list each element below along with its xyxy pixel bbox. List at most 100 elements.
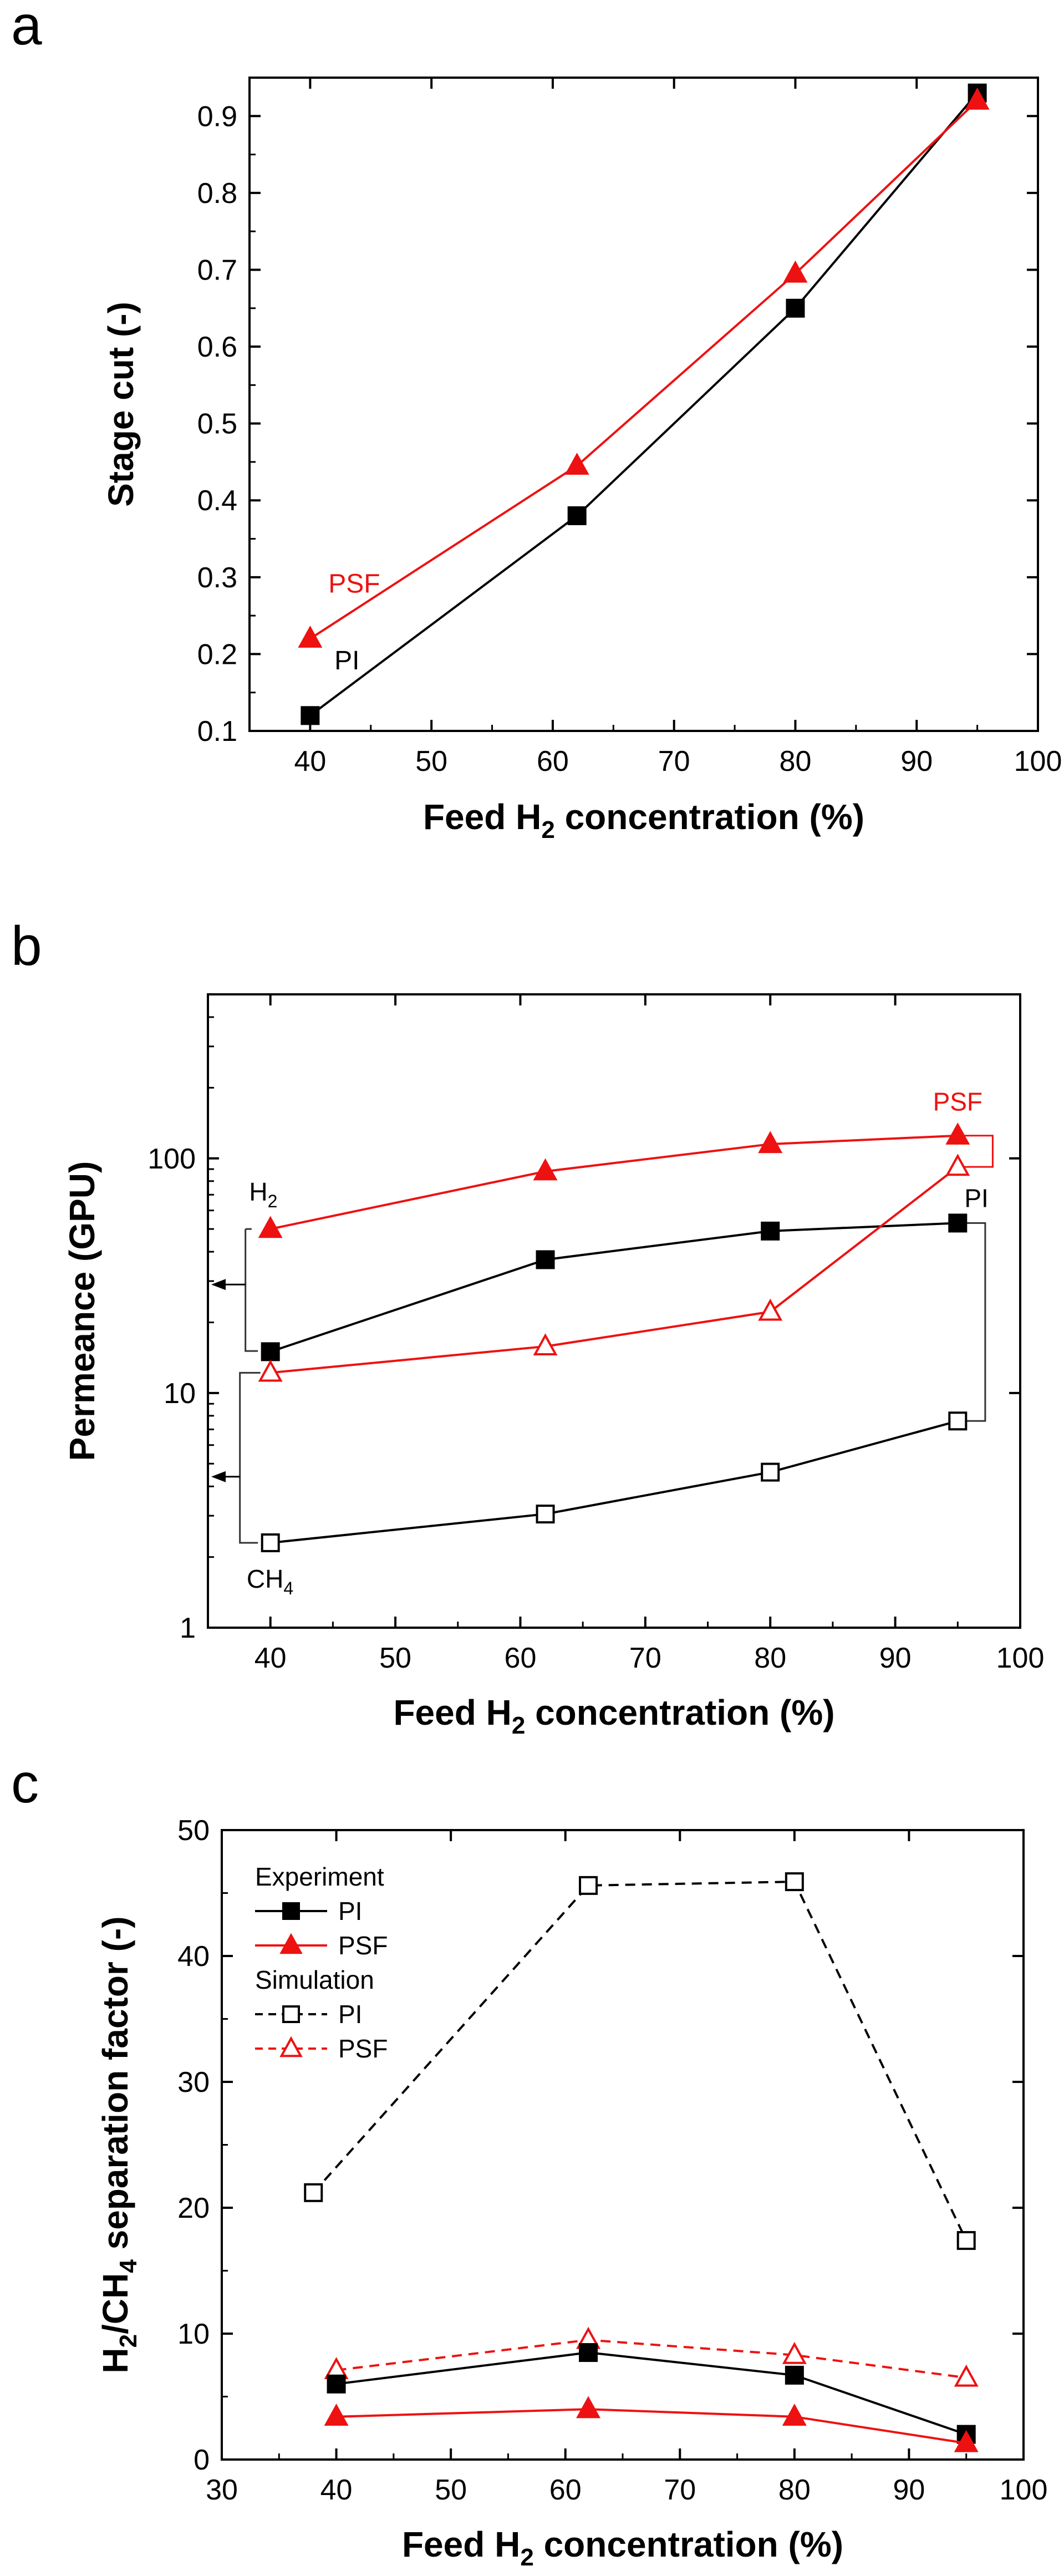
x-tick-label: 80 xyxy=(754,1642,786,1674)
data-point-3-1 xyxy=(576,2396,601,2419)
bracket-h2 xyxy=(245,1229,258,1352)
y-tick-label: 50 xyxy=(177,1815,210,1847)
x-tick-label: 60 xyxy=(549,2474,582,2506)
x-tick-label: 60 xyxy=(505,1642,537,1674)
data-point-2-0 xyxy=(258,1359,283,1382)
series-line-1 xyxy=(336,2339,966,2379)
x-tick-label: 90 xyxy=(879,1642,912,1674)
x-tick-label: 50 xyxy=(415,745,447,778)
data-point-1-3 xyxy=(948,1213,968,1233)
data-point-1-3 xyxy=(954,2364,979,2387)
data-point-3-1 xyxy=(536,1505,555,1524)
data-point-2-0 xyxy=(327,2374,346,2394)
y-axis-label-tail: separation factor (-) xyxy=(95,1916,135,2259)
data-point-2-2 xyxy=(785,2365,804,2385)
data-point-1-2 xyxy=(761,1221,780,1241)
x-axis-label-sub: 2 xyxy=(541,816,554,844)
x-tick-label: 90 xyxy=(893,2474,925,2506)
series-label-pi: PI xyxy=(334,646,359,675)
legend-marker xyxy=(282,1902,300,1920)
x-axis-label-tail: concentration (%) xyxy=(525,1693,834,1732)
data-point-1-0 xyxy=(298,626,323,648)
x-tick-label: 50 xyxy=(435,2474,467,2506)
arrow-ch4-head xyxy=(211,1471,226,1482)
x-tick-label: 100 xyxy=(996,1642,1045,1674)
x-axis-label-main: Feed H xyxy=(423,797,541,837)
y-tick-label: 10 xyxy=(177,2318,210,2350)
legend-marker xyxy=(282,2005,300,2023)
y-tick-label: 30 xyxy=(177,2066,210,2099)
data-point-3-2 xyxy=(782,2404,807,2426)
y-tick-label: 10 xyxy=(164,1378,196,1410)
y-tick-label: 0.7 xyxy=(197,254,237,286)
bracket-psf xyxy=(963,1135,994,1168)
data-point-1-2 xyxy=(783,260,808,283)
x-tick-label: 40 xyxy=(294,745,326,778)
legend-entry-label: PSF xyxy=(338,1931,388,1960)
legend-marker xyxy=(279,1933,303,1954)
x-tick-label: 70 xyxy=(658,745,690,778)
x-tick-label: 40 xyxy=(254,1642,287,1674)
legend-entry-label: PI xyxy=(338,1897,362,1925)
data-point-0-2 xyxy=(758,1131,783,1154)
legend-group-title: Experiment xyxy=(255,1862,384,1891)
data-point-3-3 xyxy=(954,2430,979,2452)
x-tick-label: 70 xyxy=(629,1642,661,1674)
x-tick-label: 40 xyxy=(320,2474,353,2506)
x-tick-label: 100 xyxy=(1000,2474,1048,2506)
data-point-2-2 xyxy=(758,1298,783,1321)
series-line-0 xyxy=(270,1134,958,1231)
legend-group-title: Simulation xyxy=(255,1965,374,1994)
data-point-0-0 xyxy=(301,706,320,725)
x-tick-label: 90 xyxy=(900,745,933,778)
x-tick-label: 50 xyxy=(379,1642,411,1674)
arrow-h2-head xyxy=(211,1279,226,1290)
y-axis-label-sub2: 2 xyxy=(115,2334,142,2348)
y-tick-label: 1 xyxy=(180,1612,196,1644)
y-tick-label: 20 xyxy=(177,2192,210,2224)
x-axis-label-tail: concentration (%) xyxy=(555,797,864,837)
label-h2: H2 xyxy=(249,1177,277,1211)
x-tick-label: 80 xyxy=(780,745,812,778)
x-axis-label: Feed H2 concentration (%) xyxy=(402,2524,843,2571)
x-axis-label: Feed H2 concentration (%) xyxy=(393,1693,834,1739)
x-tick-label: 100 xyxy=(1014,745,1062,778)
legend-entry-label: PSF xyxy=(338,2034,388,2063)
y-axis-label: Stage cut (-) xyxy=(101,302,141,507)
x-axis-label-main: Feed H xyxy=(402,2524,520,2564)
y-axis-label-ch: /CH xyxy=(95,2273,135,2334)
series-line-1 xyxy=(270,1222,958,1353)
y-tick-label: 0.3 xyxy=(197,562,237,594)
data-point-3-3 xyxy=(948,1411,968,1431)
x-axis-label-sub: 2 xyxy=(512,1712,525,1739)
data-point-0-2 xyxy=(786,298,805,318)
data-point-1-0 xyxy=(261,1342,280,1361)
series-line-1 xyxy=(309,100,978,640)
bracket-pi xyxy=(963,1222,986,1422)
y-tick-label: 0.9 xyxy=(197,100,237,133)
data-point-0-0 xyxy=(304,2183,323,2202)
legend-marker xyxy=(279,2036,303,2057)
y-tick-label: 0.6 xyxy=(197,331,237,363)
label-pi: PI xyxy=(964,1184,988,1213)
label-ch4-sub: 4 xyxy=(283,1578,293,1598)
x-tick-label: 30 xyxy=(206,2474,238,2506)
data-point-0-1 xyxy=(579,1876,598,1895)
y-tick-label: 0.4 xyxy=(197,485,237,517)
series-line-0 xyxy=(312,1881,968,2241)
data-point-1-1 xyxy=(564,453,589,475)
y-tick-label: 0.5 xyxy=(197,408,237,440)
x-axis-label-tail: concentration (%) xyxy=(534,2524,843,2564)
data-point-1-1 xyxy=(536,1250,555,1269)
data-point-2-1 xyxy=(533,1333,558,1355)
plot-frame xyxy=(207,993,1021,1629)
y-axis-label-h: H xyxy=(95,2348,135,2373)
y-axis-label: Permeance (GPU) xyxy=(62,1161,102,1461)
data-point-0-3 xyxy=(945,1122,970,1145)
data-point-0-0 xyxy=(258,1216,283,1238)
data-point-0-3 xyxy=(956,2231,976,2250)
data-point-2-3 xyxy=(945,1154,970,1176)
